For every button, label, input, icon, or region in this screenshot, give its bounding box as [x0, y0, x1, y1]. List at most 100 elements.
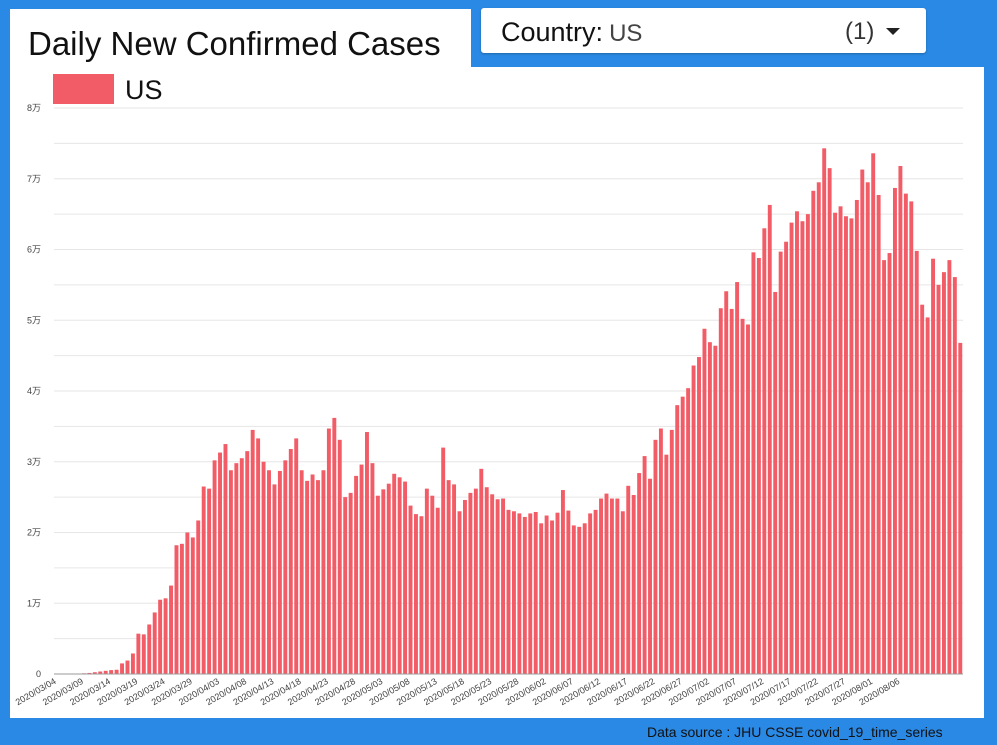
bar [664, 454, 669, 674]
bar [501, 498, 506, 674]
bar [724, 291, 729, 674]
bar [228, 470, 233, 674]
bar [903, 193, 908, 675]
bar [735, 282, 740, 674]
bar [740, 318, 745, 674]
bar [686, 388, 691, 674]
bar [218, 452, 222, 674]
bar [669, 429, 674, 674]
bar [550, 520, 555, 674]
bar [457, 511, 462, 674]
bar [190, 537, 195, 674]
bar [130, 653, 135, 674]
bar [626, 485, 631, 674]
bar [158, 599, 163, 674]
bar [920, 304, 925, 674]
bar [87, 672, 92, 674]
bar [250, 429, 255, 674]
bar [958, 342, 963, 674]
bar [435, 507, 440, 674]
bar [141, 634, 146, 674]
bar [408, 505, 413, 674]
bar [386, 483, 391, 674]
bar [392, 473, 397, 674]
bar [925, 317, 930, 674]
bar [452, 484, 457, 674]
country-filter-label: Country: US [501, 17, 642, 48]
bar [316, 480, 320, 674]
bar [795, 211, 799, 675]
bar [876, 195, 881, 674]
bar [495, 499, 500, 674]
country-label-text: Country [501, 17, 596, 47]
bar [566, 510, 571, 674]
bar [805, 214, 810, 675]
bar [288, 449, 293, 674]
bar [789, 222, 794, 674]
bar [871, 153, 876, 674]
bar [120, 663, 124, 674]
bar-chart: 01万2万3万4万5万6万7万8万2020/03/042020/03/09202… [14, 74, 963, 707]
bar [234, 463, 239, 674]
bar [354, 475, 359, 674]
bar [267, 470, 271, 674]
bar [365, 432, 369, 674]
data-source-note: Data source : JHU CSSE covid_19_time_ser… [647, 724, 943, 740]
bar [642, 456, 647, 674]
bar [381, 489, 386, 674]
bar [332, 417, 337, 674]
bar [860, 169, 865, 675]
bar [599, 498, 603, 674]
bar [898, 166, 903, 674]
bar [212, 460, 217, 674]
bar [419, 516, 424, 674]
bar [680, 396, 685, 674]
bar [109, 670, 114, 674]
bar [424, 488, 429, 674]
bar [359, 464, 364, 674]
bar [544, 515, 549, 674]
y-tick-label: 2万 [27, 528, 41, 538]
bar [762, 228, 767, 674]
y-tick-label: 3万 [27, 457, 41, 467]
bar [865, 182, 870, 674]
bar [484, 487, 489, 674]
bar [533, 511, 538, 674]
chevron-down-icon[interactable] [886, 28, 900, 35]
bar [310, 474, 315, 674]
bar [207, 488, 212, 674]
bar [675, 405, 680, 674]
bar [582, 523, 587, 674]
bar [103, 670, 108, 674]
country-label-sep: : [595, 17, 604, 47]
selection-count: (1) [845, 18, 875, 45]
bar [511, 511, 516, 674]
y-tick-label: 7万 [27, 174, 41, 184]
bar [941, 272, 946, 674]
bar [947, 260, 952, 674]
bar [517, 513, 522, 674]
bar [729, 308, 734, 674]
bar [882, 260, 887, 674]
bar [914, 250, 919, 674]
bar [114, 669, 119, 674]
country-filter[interactable]: Country: US (1) [481, 8, 926, 53]
bar [577, 526, 582, 674]
bar [849, 218, 854, 674]
bar [239, 458, 244, 674]
bar [479, 468, 484, 674]
bar [463, 499, 467, 674]
bar [430, 495, 435, 674]
bar [261, 461, 266, 674]
bar [637, 473, 642, 674]
bar [179, 543, 184, 674]
bar [326, 428, 331, 674]
bar [838, 206, 843, 674]
bar [936, 284, 941, 675]
bar [245, 451, 250, 674]
bar [321, 470, 326, 674]
bar [272, 484, 277, 674]
y-tick-label: 6万 [27, 245, 41, 255]
bar [147, 624, 152, 674]
bar [125, 660, 130, 674]
